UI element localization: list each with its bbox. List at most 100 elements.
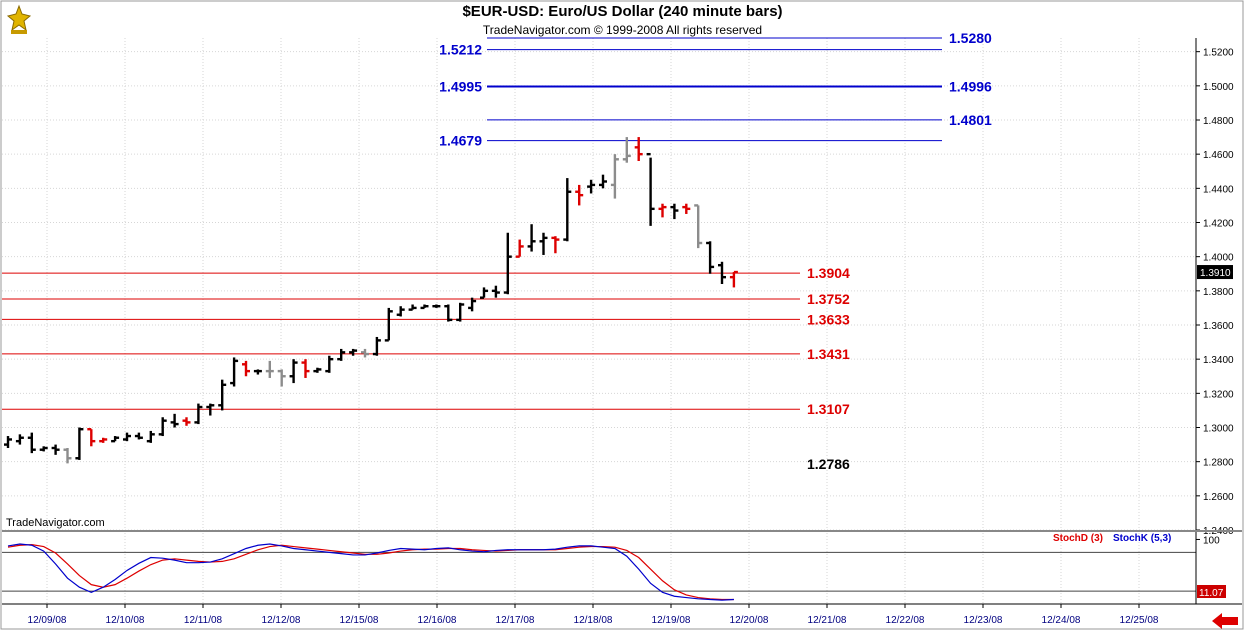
stochastic-panel[interactable]: 100 StochD (3) StochK (5,3) 11.07 bbox=[2, 533, 1226, 604]
ohlc-bar bbox=[491, 285, 500, 298]
ind-last-box bbox=[1197, 585, 1226, 598]
ohlc-bar bbox=[658, 203, 667, 218]
ohlc-bar bbox=[372, 336, 381, 356]
ohlc-bar bbox=[337, 348, 346, 361]
date-tick-label: 12/24/08 bbox=[1042, 615, 1081, 626]
date-tick-label: 12/20/08 bbox=[730, 615, 769, 626]
price-levels: 1.5280 1.5212 1.4996 1.4995 1.4801 1.4679 1.39… bbox=[2, 30, 992, 472]
date-tick-label: 12/16/08 bbox=[418, 615, 457, 626]
level-label: 1.2786 bbox=[807, 456, 850, 472]
stoch-k-line bbox=[7, 543, 734, 601]
price-tick-label: 1.4000 bbox=[1203, 253, 1234, 264]
ohlc-bar bbox=[468, 297, 477, 312]
ohlc-bar bbox=[301, 359, 310, 378]
level-label: 1.3752 bbox=[807, 291, 850, 307]
level-label: 1.4996 bbox=[949, 79, 992, 95]
ohlc-bar bbox=[289, 359, 298, 384]
ohlc-bar bbox=[325, 355, 334, 373]
ohlc-bar bbox=[384, 307, 393, 342]
ohlc-bar bbox=[670, 203, 679, 220]
ohlc-bar bbox=[313, 367, 322, 373]
ohlc-bar bbox=[206, 403, 215, 416]
level-label: 1.5280 bbox=[949, 30, 992, 46]
ohlc-bar bbox=[432, 304, 441, 308]
stoch-k-legend: StochK (5,3) bbox=[1113, 533, 1171, 544]
price-tick-label: 1.3800 bbox=[1203, 287, 1234, 298]
ohlc-bar bbox=[230, 357, 239, 387]
watermark: TradeNavigator.com bbox=[6, 517, 105, 529]
ohlc-bar bbox=[39, 446, 48, 452]
price-tick-label: 1.3400 bbox=[1203, 355, 1234, 366]
ohlc-bar bbox=[75, 427, 84, 460]
ohlc-bar bbox=[277, 369, 286, 387]
ohlc-bar bbox=[111, 436, 120, 443]
ohlc-bar bbox=[503, 232, 512, 295]
date-tick-label: 12/12/08 bbox=[262, 615, 301, 626]
price-tick-label: 1.3600 bbox=[1203, 321, 1234, 332]
ohlc-bar bbox=[134, 432, 143, 440]
ohlc-bar bbox=[349, 348, 358, 356]
last-price-box bbox=[1197, 265, 1233, 280]
price-tick-label: 1.2600 bbox=[1203, 492, 1234, 503]
ohlc-bar bbox=[563, 178, 572, 242]
ohlc-bar bbox=[265, 360, 274, 378]
price-tick-label: 1.4800 bbox=[1203, 116, 1234, 127]
date-tick-label: 12/09/08 bbox=[28, 615, 67, 626]
date-tick-label: 12/18/08 bbox=[574, 615, 613, 626]
ind-tick-label: 100 bbox=[1203, 535, 1220, 546]
ohlc-bar bbox=[682, 203, 691, 214]
ohlc-bar bbox=[622, 137, 631, 163]
date-tick-label: 12/21/08 bbox=[808, 615, 847, 626]
scroll-left-arrow-icon[interactable] bbox=[1212, 613, 1238, 629]
price-axis[interactable]: 1.5200 1.5000 1.4800 1.4600 1.4400 1.4200 1.40… bbox=[1196, 48, 1234, 537]
ohlc-bar bbox=[706, 241, 715, 274]
ohlc-bar bbox=[729, 270, 738, 288]
ohlc-bar bbox=[456, 302, 465, 322]
date-tick-label: 12/25/08 bbox=[1120, 615, 1159, 626]
ohlc-bar bbox=[4, 436, 12, 448]
date-tick-label: 12/17/08 bbox=[496, 615, 535, 626]
ohlc-bar bbox=[396, 306, 405, 317]
date-axis[interactable]: 12/09/08 12/10/08 12/11/08 12/12/08 12/15/08… bbox=[28, 604, 1159, 626]
ohlc-bar bbox=[87, 428, 96, 447]
ohlc-bar bbox=[694, 204, 703, 249]
ohlc-bar bbox=[646, 152, 655, 226]
level-label: 1.5212 bbox=[439, 42, 482, 58]
ohlc-bar bbox=[551, 236, 560, 254]
price-tick-label: 1.4600 bbox=[1203, 150, 1234, 161]
chart-subtitle: TradeNavigator.com © 1999-2008 All right… bbox=[482, 23, 763, 37]
grid bbox=[2, 38, 1196, 604]
ohlc-bar bbox=[158, 417, 167, 437]
price-tick-label: 1.3200 bbox=[1203, 389, 1234, 400]
level-label: 1.3633 bbox=[807, 311, 850, 327]
chart-title: $EUR-USD: Euro/US Dollar (240 minute bar… bbox=[462, 3, 783, 20]
ohlc-bar bbox=[527, 224, 536, 252]
ohlc-bar bbox=[361, 348, 369, 358]
ohlc-bar bbox=[587, 179, 596, 194]
ohlc-bar bbox=[99, 437, 108, 443]
ohlc-bar bbox=[123, 432, 131, 442]
price-tick-label: 1.5200 bbox=[1203, 48, 1234, 59]
ohlc-bar bbox=[218, 379, 227, 411]
ohlc-bar bbox=[408, 304, 417, 311]
ohlc-bar bbox=[420, 304, 429, 310]
ohlc-bar bbox=[634, 137, 643, 161]
ohlc-bar bbox=[15, 434, 24, 445]
ohlc-bar bbox=[63, 448, 72, 464]
ohlc-bar bbox=[575, 184, 584, 206]
ohlc-bar bbox=[515, 239, 524, 258]
level-label: 1.3904 bbox=[807, 265, 850, 281]
trade-navigator-logo-icon bbox=[6, 4, 32, 34]
level-label: 1.3431 bbox=[807, 346, 850, 362]
date-tick-label: 12/10/08 bbox=[106, 615, 145, 626]
price-tick-label: 1.2800 bbox=[1203, 458, 1234, 469]
price-tick-label: 1.5000 bbox=[1203, 82, 1234, 93]
stoch-d-legend: StochD (3) bbox=[1053, 533, 1103, 544]
ohlc-bar bbox=[242, 360, 250, 377]
last-price-label: 1.3910 bbox=[1200, 268, 1231, 279]
level-label: 1.4679 bbox=[439, 133, 482, 149]
ohlc-bar bbox=[610, 154, 619, 199]
ohlc-bar bbox=[253, 369, 262, 375]
